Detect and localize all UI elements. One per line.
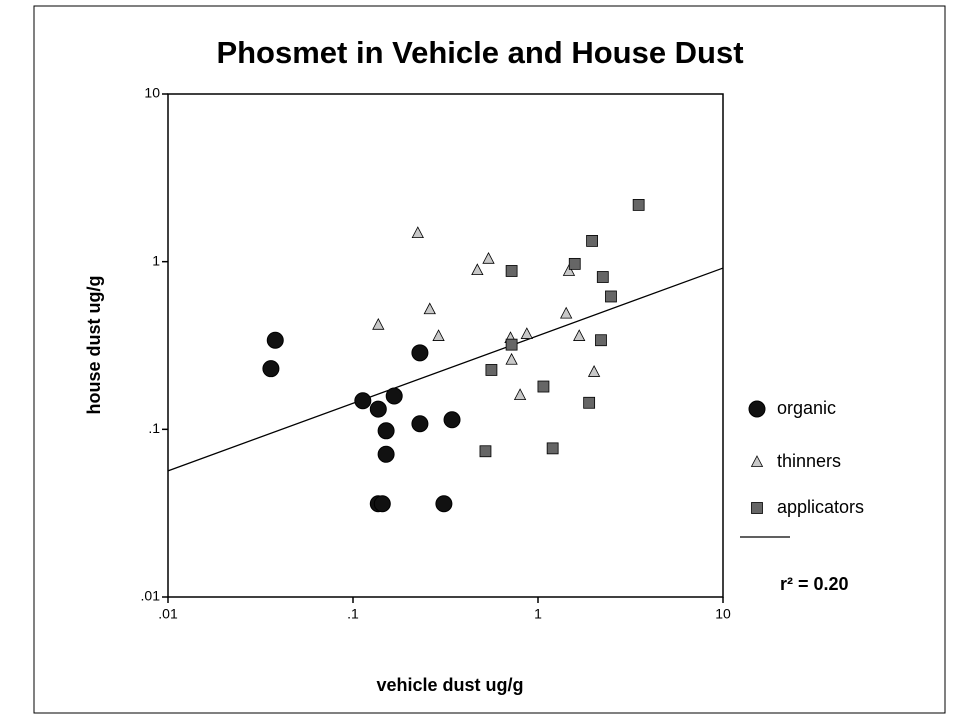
point <box>385 387 403 405</box>
legend-label: organic <box>777 398 836 418</box>
point <box>586 235 598 247</box>
y-axis-label: house dust ug/g <box>84 276 104 415</box>
point <box>546 442 559 455</box>
point <box>411 344 429 362</box>
x-tick-label: 1 <box>534 606 542 622</box>
point <box>560 306 573 319</box>
point <box>562 264 576 276</box>
x-tick-label: .1 <box>347 606 359 622</box>
point <box>587 365 601 377</box>
point <box>266 331 284 349</box>
point <box>377 422 395 440</box>
point <box>505 338 518 351</box>
regression-line <box>167 267 724 472</box>
legend-label: applicators <box>777 497 864 517</box>
point <box>373 495 391 513</box>
point <box>520 327 533 339</box>
point <box>369 400 387 418</box>
point <box>423 302 436 315</box>
x-axis-label: vehicle dust ug/g <box>376 675 523 695</box>
point <box>605 290 617 303</box>
legend-label: thinners <box>777 451 841 471</box>
y-tick-label: .01 <box>141 588 161 604</box>
point <box>471 263 484 276</box>
point <box>411 226 424 239</box>
point <box>513 388 527 401</box>
x-tick-label: 10 <box>715 606 731 622</box>
point <box>596 271 609 283</box>
point <box>583 396 596 409</box>
point <box>354 392 372 410</box>
frame <box>33 5 946 714</box>
point <box>372 317 385 330</box>
y-tick-label: 1 <box>152 252 160 268</box>
point <box>573 329 586 341</box>
legend-marker <box>750 455 764 467</box>
point <box>482 251 495 264</box>
point <box>505 352 518 365</box>
point <box>411 415 429 433</box>
plot-area <box>167 93 724 598</box>
point <box>377 445 395 463</box>
point <box>568 257 581 270</box>
point <box>262 360 280 378</box>
legend-marker <box>748 400 766 418</box>
point <box>443 411 461 429</box>
x-tick-label: .01 <box>158 606 178 622</box>
point <box>432 329 445 341</box>
legend-marker <box>751 502 763 514</box>
chart-title: Phosmet in Vehicle and House Dust <box>216 35 743 70</box>
point <box>537 380 550 393</box>
point <box>505 265 518 277</box>
point <box>479 445 492 458</box>
point <box>485 364 498 376</box>
y-tick-label: 10 <box>144 85 160 101</box>
point <box>435 495 453 513</box>
point <box>632 199 645 211</box>
annotation: r² = 0.20 <box>780 574 849 594</box>
point <box>595 334 607 347</box>
y-tick-label: .1 <box>148 420 160 436</box>
